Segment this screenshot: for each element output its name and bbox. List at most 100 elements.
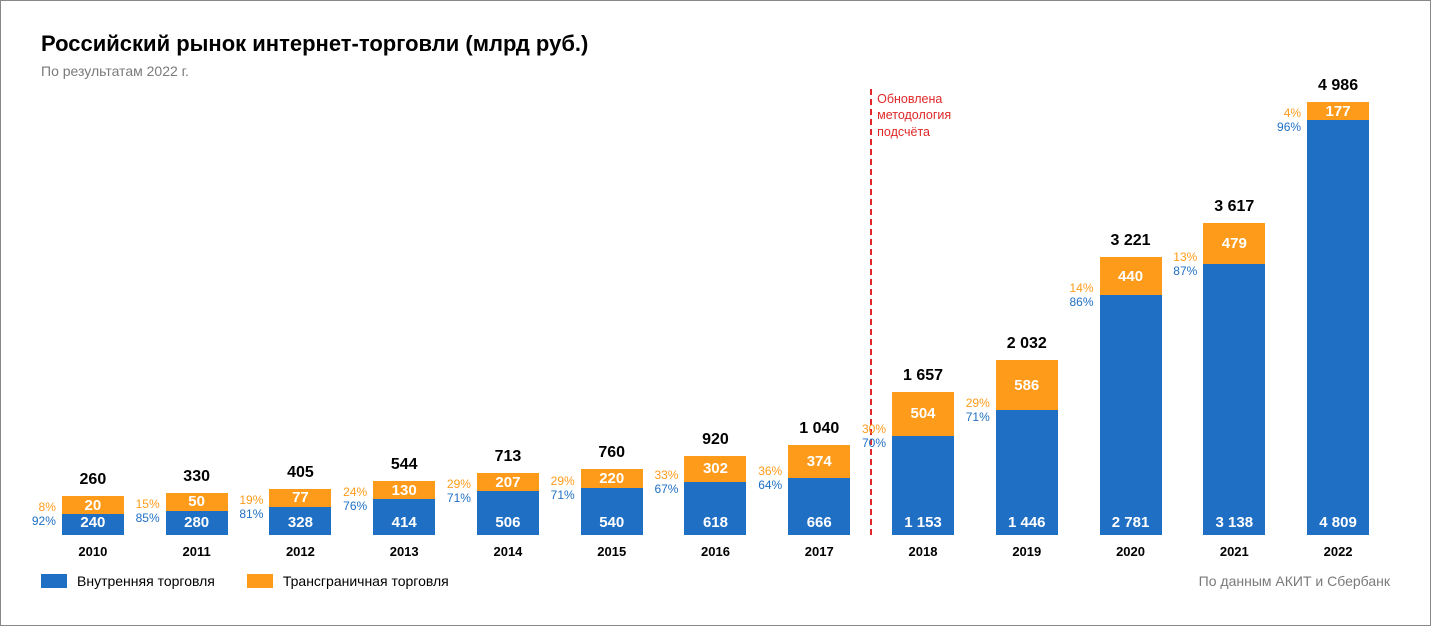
bar-pct-domestic: 85%	[136, 511, 166, 525]
bar-column: Обновленаметодологияподсчёта1 65750430%1…	[871, 89, 975, 559]
bar-year-label: 2022	[1324, 544, 1353, 559]
bar-total-label: 2 032	[1007, 335, 1047, 353]
bar-year-label: 2020	[1116, 544, 1145, 559]
bar-stack: 37436%66664%	[787, 444, 851, 536]
bar-column: 71320729%50671%2014	[456, 89, 560, 559]
bar-pct-domestic: 64%	[758, 478, 788, 492]
bar-segment-crossborder: 47913%	[1203, 223, 1265, 264]
bar-stack: 5015%28085%	[165, 492, 229, 536]
bar-pct-domestic: 92%	[32, 514, 62, 528]
bar-year-label: 2019	[1012, 544, 1041, 559]
bar-pct-crossborder: 4%	[1284, 106, 1307, 120]
bar-segment-crossborder: 208%	[62, 496, 124, 514]
bar-column: 2 032 58629%1 44671% 2019	[975, 89, 1079, 559]
bar-segment-crossborder: 13024%	[373, 481, 435, 499]
bar-segment-domestic: 3 13887%	[1203, 264, 1265, 535]
bar-segment-crossborder: 1774%	[1307, 102, 1369, 120]
swatch-crossborder	[247, 574, 273, 588]
bar-total-label: 260	[80, 471, 107, 489]
bar-total-label: 920	[702, 431, 729, 449]
bar-segment-domestic: 54071%	[581, 488, 643, 535]
bar-stack: 208%24092%	[61, 495, 125, 536]
bar-segment-domestic: 32881%	[269, 507, 331, 535]
bar-pct-domestic: 86%	[1070, 295, 1100, 309]
legend-domestic: Внутренняя торговля	[41, 573, 215, 589]
bar-year-label: 2011	[183, 544, 211, 559]
bar-total-label: 544	[391, 456, 418, 474]
bar-column: 4 9861774%4 80996%2022	[1286, 89, 1390, 559]
bar-total-label: 3 617	[1214, 198, 1254, 216]
data-credit: По данным АКИТ и Сбербанк	[1199, 573, 1390, 589]
bar-year-label: 2013	[390, 544, 419, 559]
bar-segment-crossborder: 37436%	[788, 445, 850, 477]
bar-pct-crossborder: 29%	[551, 474, 581, 488]
bar-segment-domestic: 50671%	[477, 491, 539, 535]
bar-total-label: 405	[287, 464, 314, 482]
bar-segment-crossborder: 44014%	[1100, 257, 1162, 295]
bar-stack: 30233%61867%	[683, 455, 747, 536]
bar-stack: 7719%32881%	[268, 488, 332, 536]
bar-year-label: 2012	[286, 544, 315, 559]
bar-segment-domestic: 1 44671%	[996, 410, 1058, 535]
bar-pct-crossborder: 19%	[239, 493, 269, 507]
bar-segment-domestic: 24092%	[62, 514, 124, 535]
bar-year-label: 2017	[805, 544, 834, 559]
bar-column: 760 22029%54071% 2015	[560, 89, 664, 559]
bar-segment-domestic: 2 78186%	[1100, 295, 1162, 535]
chart-title: Российский рынок интернет-торговли (млрд…	[41, 31, 1390, 57]
methodology-note: Обновленаметодологияподсчёта	[877, 91, 951, 140]
bar-year-label: 2018	[909, 544, 938, 559]
bar-segment-domestic: 66664%	[788, 478, 850, 535]
bar-segment-domestic: 28085%	[166, 511, 228, 535]
bar-segment-domestic: 1 15370%	[892, 436, 954, 535]
bar-stack: 13024%41476%	[372, 480, 436, 536]
legend-domestic-label: Внутренняя торговля	[77, 573, 215, 589]
legend-crossborder-label: Трансграничная торговля	[283, 573, 449, 589]
bar-pct-crossborder: 14%	[1070, 281, 1100, 295]
bar-column: 92030233%61867%2016	[664, 89, 768, 559]
bar-segment-crossborder: 50430%	[892, 392, 954, 435]
bar-segment-crossborder: 5015%	[166, 493, 228, 511]
bar-total-label: 4 986	[1318, 77, 1358, 95]
bar-segment-crossborder: 30233%	[684, 456, 746, 482]
bar-column: 3305015%28085%2011	[145, 89, 249, 559]
bar-stack: 1774%4 80996%	[1306, 101, 1370, 536]
bar-segment-crossborder: 58629%	[996, 360, 1058, 411]
bar-segment-crossborder: 22029%	[581, 469, 643, 488]
bar-year-label: 2015	[597, 544, 626, 559]
swatch-domestic	[41, 574, 67, 588]
bar-total-label: 713	[495, 448, 522, 466]
bar-segment-domestic: 61867%	[684, 482, 746, 535]
bar-pct-crossborder: 29%	[447, 477, 477, 491]
bar-pct-domestic: 71%	[447, 491, 477, 505]
bar-pct-domestic: 76%	[343, 499, 373, 513]
methodology-divider	[870, 89, 872, 535]
bar-column: 260 208%24092% 2010	[41, 89, 145, 559]
bar-stack: 50430%1 15370%	[891, 391, 955, 536]
bar-segment-crossborder: 7719%	[269, 489, 331, 507]
bar-stack: 44014%2 78186%	[1099, 256, 1163, 536]
bar-total-label: 3 221	[1111, 232, 1151, 250]
bar-year-label: 2014	[493, 544, 522, 559]
bar-pct-crossborder: 24%	[343, 485, 373, 499]
bar-pct-domestic: 96%	[1277, 120, 1307, 134]
chart-subtitle: По результатам 2022 г.	[41, 63, 1390, 79]
chart-plot: 260208%24092%20103305015%28085%201140577…	[41, 89, 1390, 559]
bar-pct-domestic: 81%	[239, 507, 269, 521]
legend-crossborder: Трансграничная торговля	[247, 573, 449, 589]
bar-year-label: 2010	[78, 544, 107, 559]
bar-pct-crossborder: 29%	[966, 396, 996, 410]
bar-stack: 22029%54071%	[580, 468, 644, 536]
bar-pct-domestic: 70%	[862, 436, 892, 450]
bar-column: 405 7719%32881% 2012	[249, 89, 353, 559]
bar-total-label: 1 040	[799, 420, 839, 438]
bar-column: 1 040 37436%66664% 2017	[767, 89, 871, 559]
bar-pct-domestic: 71%	[551, 488, 581, 502]
bar-year-label: 2021	[1220, 544, 1249, 559]
bar-column: 3 617 47913%3 13887% 2021	[1182, 89, 1286, 559]
bar-pct-crossborder: 36%	[758, 464, 788, 478]
bar-total-label: 760	[598, 444, 625, 462]
chart-card: Российский рынок интернет-торговли (млрд…	[0, 0, 1431, 626]
bar-segment-domestic: 41476%	[373, 499, 435, 535]
bar-pct-domestic: 71%	[966, 410, 996, 424]
